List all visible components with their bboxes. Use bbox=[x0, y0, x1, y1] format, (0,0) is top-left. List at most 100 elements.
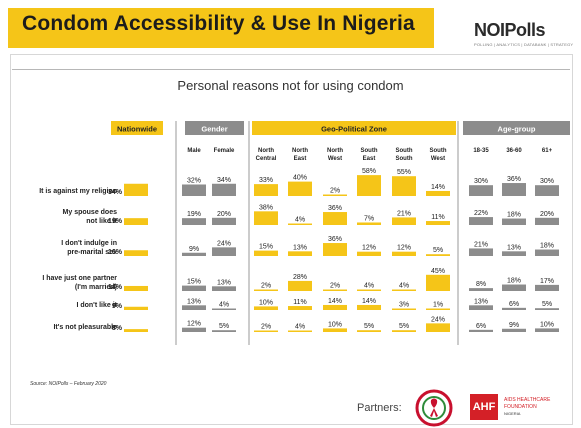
group-label-geo-political-zone: Geo-Political Zone bbox=[321, 125, 387, 134]
bar-north-west-3 bbox=[323, 243, 347, 256]
group-header-geo-political-zone bbox=[252, 121, 456, 135]
bar-nationwide-2 bbox=[124, 218, 148, 225]
bar-61-2 bbox=[535, 217, 559, 225]
value-label-61-2: 20% bbox=[540, 211, 554, 218]
logo-name: NOIPolls bbox=[474, 20, 546, 40]
value-label-south-east-4: 4% bbox=[364, 283, 374, 290]
value-label-south-east-3: 12% bbox=[362, 245, 376, 252]
value-label-south-west-5: 1% bbox=[433, 302, 443, 309]
bar-north-east-2 bbox=[288, 223, 312, 225]
column-header-south-east: South bbox=[361, 148, 378, 154]
value-label-18-35-5: 13% bbox=[474, 298, 488, 305]
bar-south-south-3 bbox=[392, 251, 416, 256]
ahf-name-line2: FOUNDATION bbox=[504, 404, 537, 410]
column-header-south-south: South bbox=[396, 156, 413, 162]
bar-south-west-1 bbox=[426, 190, 450, 196]
bar-18-35-5 bbox=[469, 305, 493, 310]
value-label-male-2: 19% bbox=[187, 211, 201, 218]
category-label-i-have-just-one-partner-i-m-married: I have just one partner bbox=[42, 275, 117, 282]
value-label-north-east-3: 13% bbox=[293, 244, 307, 251]
value-label-south-south-2: 21% bbox=[397, 210, 411, 217]
value-label-36-60-4: 18% bbox=[507, 278, 521, 285]
value-label-south-west-4: 45% bbox=[431, 268, 445, 275]
bar-nationwide-4 bbox=[124, 285, 148, 291]
value-label-north-west-3: 36% bbox=[328, 236, 342, 243]
column-header-female: Female bbox=[214, 148, 235, 154]
bar-south-south-4 bbox=[392, 289, 416, 291]
category-label-i-have-just-one-partner-i-m-married: (I'm married) bbox=[75, 284, 117, 291]
value-label-18-35-3: 21% bbox=[474, 241, 488, 248]
bar-18-35-2 bbox=[469, 217, 493, 225]
value-label-male-3: 9% bbox=[189, 246, 199, 253]
value-label-north-central-5: 10% bbox=[259, 299, 273, 306]
value-label-south-east-2: 7% bbox=[364, 215, 374, 222]
bar-male-6 bbox=[182, 327, 206, 332]
column-header-north-central: Central bbox=[256, 156, 277, 162]
bar-61-4 bbox=[535, 284, 559, 291]
bar-18-35-1 bbox=[469, 185, 493, 196]
column-header-south-west: West bbox=[431, 156, 445, 162]
bar-nationwide-1 bbox=[124, 183, 148, 196]
bar-36-60-3 bbox=[502, 251, 526, 256]
value-label-nationwide-6: 8% bbox=[112, 325, 123, 332]
bar-north-west-6 bbox=[323, 328, 347, 332]
column-header-18-35: 18-35 bbox=[473, 148, 489, 154]
bar-36-60-2 bbox=[502, 218, 526, 225]
value-label-18-35-2: 22% bbox=[474, 210, 488, 217]
group-label-nationwide: Nationwide bbox=[117, 125, 157, 134]
bar-north-west-4 bbox=[323, 289, 347, 291]
value-label-nationwide-2: 19% bbox=[108, 218, 123, 225]
bar-south-west-2 bbox=[426, 221, 450, 225]
value-label-female-4: 13% bbox=[217, 279, 231, 286]
source-note: Source: NOIPolls – February 2020 bbox=[30, 381, 107, 387]
bar-18-35-3 bbox=[469, 248, 493, 256]
value-label-north-east-2: 4% bbox=[295, 217, 305, 224]
bar-female-4 bbox=[212, 286, 236, 291]
bar-south-east-6 bbox=[357, 330, 381, 332]
bar-61-6 bbox=[535, 328, 559, 332]
bar-18-35-4 bbox=[469, 288, 493, 291]
bar-north-central-1 bbox=[254, 184, 278, 196]
value-label-south-south-4: 4% bbox=[399, 283, 409, 290]
bar-south-south-2 bbox=[392, 217, 416, 225]
chart-panel bbox=[10, 54, 573, 425]
value-label-61-1: 30% bbox=[540, 178, 554, 185]
bar-female-1 bbox=[212, 183, 236, 196]
bar-north-east-3 bbox=[288, 251, 312, 256]
column-header-61: 61+ bbox=[542, 148, 553, 154]
bar-north-west-2 bbox=[323, 212, 347, 225]
category-label-it-is-against-my-religion: It is against my religion bbox=[39, 188, 117, 195]
value-label-nationwide-3: 16% bbox=[108, 249, 123, 256]
group-header-gender bbox=[185, 121, 244, 135]
bar-male-3 bbox=[182, 252, 206, 256]
value-label-female-6: 5% bbox=[219, 323, 229, 330]
column-header-north-west: North bbox=[327, 148, 343, 154]
group-label-gender: Gender bbox=[201, 125, 227, 134]
bar-north-central-6 bbox=[254, 330, 278, 332]
bar-south-east-2 bbox=[357, 222, 381, 225]
value-label-female-2: 20% bbox=[217, 211, 231, 218]
bar-north-central-2 bbox=[254, 211, 278, 225]
bar-male-1 bbox=[182, 184, 206, 196]
value-label-female-3: 24% bbox=[217, 240, 231, 247]
value-label-south-south-5: 3% bbox=[399, 302, 409, 309]
value-label-north-west-5: 14% bbox=[328, 298, 342, 305]
bar-nationwide-6 bbox=[124, 329, 148, 332]
bar-nationwide-3 bbox=[124, 250, 148, 256]
value-label-north-central-1: 33% bbox=[259, 177, 273, 184]
column-header-north-west: West bbox=[328, 156, 342, 162]
bar-south-west-5 bbox=[426, 308, 450, 310]
value-label-south-west-1: 14% bbox=[431, 184, 445, 191]
bar-south-east-4 bbox=[357, 289, 381, 291]
group-header-age-group bbox=[463, 121, 570, 135]
group-header-nationwide bbox=[111, 121, 163, 135]
value-label-36-60-2: 18% bbox=[507, 212, 521, 219]
column-header-south-east: East bbox=[363, 156, 376, 162]
value-label-female-1: 34% bbox=[217, 177, 231, 184]
value-label-south-west-2: 11% bbox=[431, 214, 445, 221]
value-label-61-4: 17% bbox=[540, 278, 554, 285]
value-label-18-35-1: 30% bbox=[474, 178, 488, 185]
value-label-18-35-4: 8% bbox=[476, 281, 486, 288]
bar-south-east-5 bbox=[357, 304, 381, 310]
